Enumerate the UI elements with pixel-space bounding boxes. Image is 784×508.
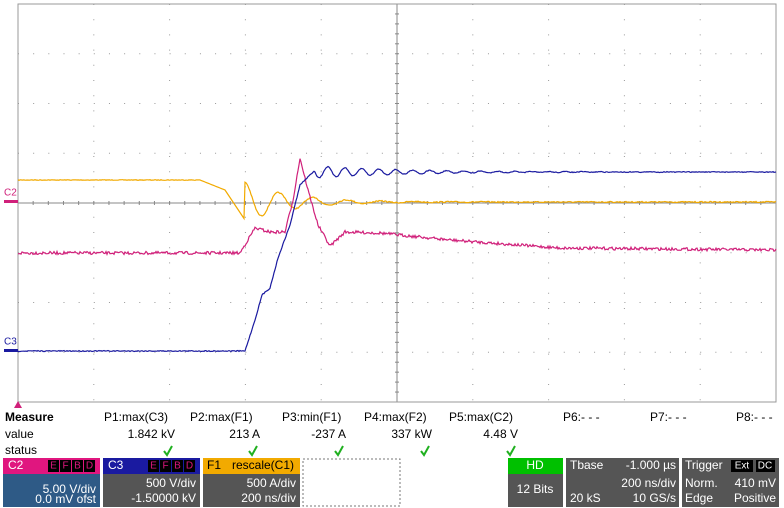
badge-label: B — [74, 461, 81, 472]
c3-marker-bar — [4, 349, 18, 352]
badge-label: D — [186, 461, 193, 472]
waveform — [17, 179, 776, 221]
channel-f1[interactable]: F1 rescale(C1) 500 A/div 200 ns/div — [203, 458, 300, 507]
channel-name: F1 — [207, 458, 221, 472]
timebase-setting: 10 GS/s — [633, 491, 676, 505]
trigger-setting: Norm. — [685, 476, 718, 490]
timebase-setting: 20 kS — [570, 491, 601, 505]
trigger-setting: Positive — [734, 491, 776, 505]
measure-header: P4:max(F2) — [364, 410, 427, 424]
channel-setting: 0.0 mV ofst — [35, 492, 96, 506]
c2-marker: C2 — [4, 188, 17, 199]
measure-value: 4.48 V — [483, 427, 518, 441]
row-label: value — [5, 427, 34, 441]
channel-name: C2 — [8, 458, 24, 472]
measure-title: Measure — [5, 410, 54, 424]
trigger-setting: Edge — [685, 491, 713, 505]
badge-label: F — [62, 461, 68, 472]
measure-value: 213 A — [229, 427, 260, 441]
waveform — [17, 158, 777, 256]
status-check — [248, 445, 258, 457]
hd-label: HD — [526, 458, 544, 472]
c3-marker: C3 — [4, 337, 17, 348]
measure-header: P5:max(C2) — [449, 410, 513, 424]
badge-box — [60, 460, 71, 472]
badge-box — [72, 460, 83, 472]
measure-header: P2:max(F1) — [190, 410, 253, 424]
badge-box — [84, 460, 95, 472]
measure-table: Measure value status P1:max(C3) P2:max(F1… — [5, 410, 773, 457]
timebase-label: Tbase — [570, 458, 604, 472]
measure-value: 1.842 kV — [128, 427, 175, 441]
measure-value: 337 kW — [391, 427, 432, 441]
channel-function: rescale(C1) — [232, 458, 294, 472]
status-check — [163, 445, 173, 457]
row-label: status — [5, 443, 37, 457]
measure-header: P1:max(C3) — [104, 410, 168, 424]
badge-label: E — [50, 461, 57, 472]
hd-panel: HD 12 Bits — [508, 458, 563, 507]
traces — [17, 158, 777, 353]
measure-header: P6:- - - — [563, 410, 600, 424]
badge-label: B — [174, 461, 181, 472]
channel-setting: 500 A/div — [247, 476, 296, 490]
waveform — [17, 165, 777, 353]
timebase-delay: -1.000 µs — [626, 458, 676, 472]
timebase-setting: 200 ns/div — [621, 476, 676, 490]
hd-bits: 12 Bits — [517, 482, 554, 496]
measure-header: P7:- - - — [650, 410, 687, 424]
trigger-label: Trigger — [685, 458, 723, 472]
empty-slot[interactable] — [302, 458, 401, 507]
channel-setting: 200 ns/div — [241, 491, 296, 505]
status-check — [506, 445, 516, 457]
measure-value: -237 A — [311, 427, 346, 441]
badge-label: F — [162, 461, 168, 472]
badge-box — [48, 460, 59, 472]
channel-setting: -1.50000 kV — [131, 491, 196, 505]
timebase-panel[interactable]: Tbase -1.000 µs 200 ns/div 20 kS 10 GS/s — [566, 458, 679, 507]
channel-name: C3 — [108, 458, 124, 472]
trigger-badge: DC — [758, 461, 772, 472]
status-check — [334, 445, 344, 457]
channel-setting: 500 V/div — [146, 476, 196, 490]
badge-label: E — [150, 461, 157, 472]
badge-box — [172, 460, 183, 472]
badge-box — [160, 460, 171, 472]
trigger-badge: Ext — [735, 461, 750, 472]
status-check — [420, 445, 430, 457]
c2-marker-bar — [4, 200, 18, 203]
trigger-marker — [14, 401, 22, 408]
trigger-setting: 410 mV — [735, 476, 776, 490]
badge-label: D — [86, 461, 93, 472]
measure-header: P8:- - - — [736, 410, 773, 424]
badge-box — [184, 460, 195, 472]
trigger-panel[interactable]: Trigger Ext DC Norm. 410 mV Edge Positiv… — [682, 458, 779, 507]
badge-box — [148, 460, 159, 472]
channel-setting: 5.00 V/div — [43, 482, 96, 496]
measure-header: P3:min(F1) — [282, 410, 341, 424]
